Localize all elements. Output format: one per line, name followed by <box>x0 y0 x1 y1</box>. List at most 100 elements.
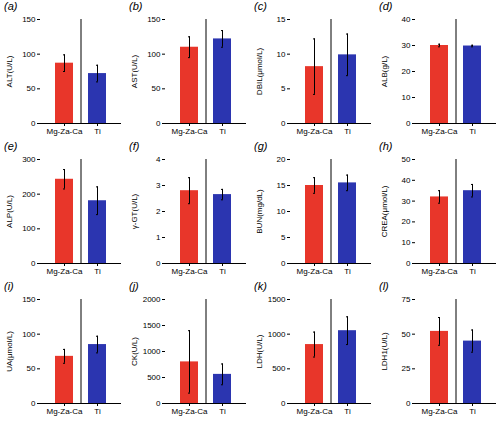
svg-text:1500: 1500 <box>143 321 161 330</box>
svg-text:20: 20 <box>402 217 411 226</box>
html-text:(e): (e) <box>4 140 18 152</box>
svg-text:100: 100 <box>22 224 36 233</box>
svg-text:ALB(g/L): ALB(g/L) <box>380 55 389 87</box>
html-text:(d): (d) <box>379 0 393 12</box>
svg-text:0: 0 <box>281 119 286 128</box>
svg-text:Mg-Za-Ca: Mg-Za-Ca <box>46 407 83 416</box>
svg-text:0: 0 <box>406 119 411 128</box>
svg-text:Mg-Za-Ca: Mg-Za-Ca <box>421 127 458 136</box>
svg-text:CK(U/L): CK(U/L) <box>130 337 139 366</box>
svg-text:50: 50 <box>152 84 161 93</box>
svg-text:10: 10 <box>277 207 286 216</box>
html-text:(h): (h) <box>379 140 393 152</box>
svg-text:5: 5 <box>281 233 286 242</box>
svg-text:1: 1 <box>156 233 161 242</box>
svg-text:25: 25 <box>402 364 411 373</box>
svg-text:Ti: Ti <box>469 267 476 276</box>
svg-text:UA(μmol/L): UA(μmol/L) <box>5 331 14 372</box>
svg-text:15: 15 <box>277 15 286 24</box>
svg-text:50: 50 <box>27 84 36 93</box>
svg-text:Ti: Ti <box>344 267 351 276</box>
svg-text:Ti: Ti <box>94 267 101 276</box>
svg-text:100: 100 <box>22 50 36 59</box>
svg-text:0: 0 <box>406 399 411 408</box>
svg-text:0: 0 <box>31 119 36 128</box>
svg-text:300: 300 <box>22 155 36 164</box>
svg-text:40: 40 <box>402 15 411 24</box>
svg-text:0: 0 <box>281 259 286 268</box>
svg-text:4: 4 <box>156 155 161 164</box>
html-text:(g): (g) <box>254 140 268 152</box>
svg-text:10: 10 <box>402 238 411 247</box>
svg-text:5: 5 <box>281 84 286 93</box>
svg-text:1000: 1000 <box>268 330 286 339</box>
svg-text:Mg-Za-Ca: Mg-Za-Ca <box>296 267 333 276</box>
svg-text:20: 20 <box>402 67 411 76</box>
svg-text:150: 150 <box>22 295 36 304</box>
svg-text:0: 0 <box>281 399 286 408</box>
svg-text:Mg-Za-Ca: Mg-Za-Ca <box>171 127 208 136</box>
svg-text:100: 100 <box>22 330 36 339</box>
svg-text:10: 10 <box>402 93 411 102</box>
svg-text:Ti: Ti <box>219 267 226 276</box>
svg-text:10: 10 <box>277 50 286 59</box>
svg-text:50: 50 <box>402 155 411 164</box>
svg-text:0: 0 <box>156 399 161 408</box>
svg-text:Ti: Ti <box>94 127 101 136</box>
svg-text:Ti: Ti <box>469 127 476 136</box>
svg-text:Mg-Za-Ca: Mg-Za-Ca <box>46 127 83 136</box>
svg-text:0: 0 <box>31 399 36 408</box>
html-text:(i): (i) <box>4 280 14 292</box>
svg-text:2000: 2000 <box>143 295 161 304</box>
svg-text:150: 150 <box>147 15 161 24</box>
svg-text:200: 200 <box>22 190 36 199</box>
svg-text:γ-GT(U/L): γ-GT(U/L) <box>130 193 139 229</box>
svg-text:30: 30 <box>402 197 411 206</box>
svg-text:Mg-Za-Ca: Mg-Za-Ca <box>46 267 83 276</box>
svg-text:BUN(mg/dL): BUN(mg/dL) <box>255 189 264 234</box>
svg-text:Mg-Za-Ca: Mg-Za-Ca <box>296 407 333 416</box>
svg-text:Mg-Za-Ca: Mg-Za-Ca <box>296 127 333 136</box>
svg-text:CREA(μmol/L): CREA(μmol/L) <box>380 185 389 237</box>
svg-text:LDH1(U/L): LDH1(U/L) <box>380 332 389 371</box>
html-text:(c): (c) <box>254 0 267 12</box>
svg-text:Ti: Ti <box>469 407 476 416</box>
svg-text:50: 50 <box>402 330 411 339</box>
svg-text:15: 15 <box>277 181 286 190</box>
html-text:(f): (f) <box>129 140 140 152</box>
svg-text:DBIL(μmol/L): DBIL(μmol/L) <box>255 48 264 96</box>
svg-text:Mg-Za-Ca: Mg-Za-Ca <box>171 267 208 276</box>
svg-text:LDH(U/L): LDH(U/L) <box>255 334 264 368</box>
svg-text:0: 0 <box>156 119 161 128</box>
html-text:(b): (b) <box>129 0 143 12</box>
svg-text:1000: 1000 <box>143 347 161 356</box>
svg-text:Mg-Za-Ca: Mg-Za-Ca <box>171 407 208 416</box>
svg-text:3: 3 <box>156 181 161 190</box>
svg-text:75: 75 <box>402 295 411 304</box>
svg-text:Mg-Za-Ca: Mg-Za-Ca <box>421 407 458 416</box>
svg-text:30: 30 <box>402 41 411 50</box>
svg-text:100: 100 <box>147 50 161 59</box>
svg-text:0: 0 <box>31 259 36 268</box>
svg-text:1500: 1500 <box>268 295 286 304</box>
svg-text:40: 40 <box>402 176 411 185</box>
html-text:(a): (a) <box>4 0 18 12</box>
svg-text:2: 2 <box>156 207 161 216</box>
svg-text:ALT(U/L): ALT(U/L) <box>5 55 14 87</box>
svg-text:Ti: Ti <box>344 127 351 136</box>
svg-text:50: 50 <box>27 364 36 373</box>
svg-text:Ti: Ti <box>94 407 101 416</box>
svg-text:AST(U/L): AST(U/L) <box>130 55 139 89</box>
svg-text:500: 500 <box>147 373 161 382</box>
svg-text:Ti: Ti <box>344 407 351 416</box>
svg-text:20: 20 <box>277 155 286 164</box>
svg-text:Mg-Za-Ca: Mg-Za-Ca <box>421 267 458 276</box>
svg-text:0: 0 <box>406 259 411 268</box>
svg-text:150: 150 <box>22 15 36 24</box>
svg-text:ALP(U/L): ALP(U/L) <box>5 195 14 228</box>
svg-text:500: 500 <box>272 364 286 373</box>
svg-text:Ti: Ti <box>219 407 226 416</box>
svg-text:0: 0 <box>156 259 161 268</box>
svg-text:Ti: Ti <box>219 127 226 136</box>
html-text:(k): (k) <box>254 280 267 292</box>
